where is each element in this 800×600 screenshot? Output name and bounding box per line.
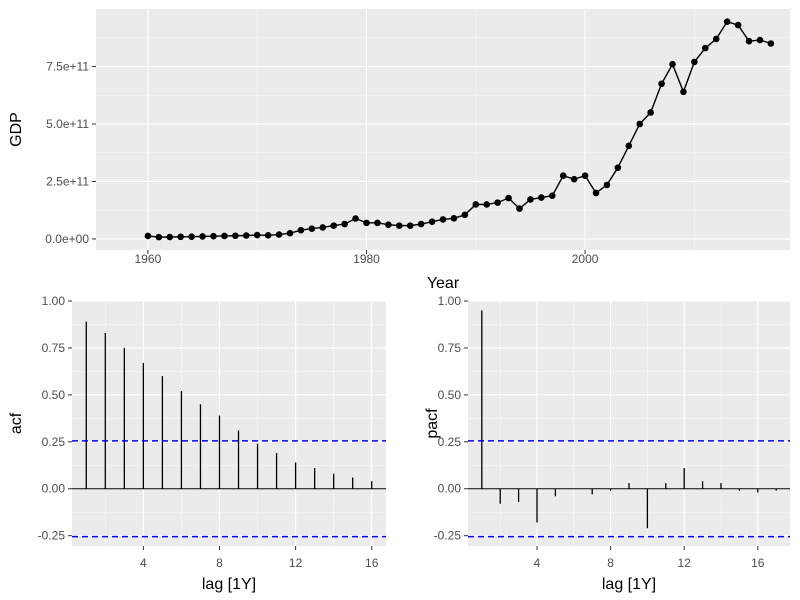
y-tick-label: 2.5e+11 xyxy=(46,174,89,188)
gdp-data-point xyxy=(210,232,217,240)
gdp-data-point xyxy=(199,233,206,240)
x-tick-label: 4 xyxy=(534,556,541,570)
x-axis-title: lag [1Y] xyxy=(602,576,656,593)
panel-background xyxy=(96,9,790,250)
y-tick-label: 0.75 xyxy=(42,341,66,355)
gdp-data-point xyxy=(472,201,480,208)
gdp-data-point xyxy=(319,224,327,231)
gdp-series-line xyxy=(147,20,772,238)
gdp-data-point xyxy=(297,226,305,234)
gdp-data-point xyxy=(516,205,523,212)
y-tick-label: 0.50 xyxy=(42,388,66,402)
gdp-data-point xyxy=(636,120,644,128)
gdp-data-point xyxy=(286,229,294,237)
gdp-data-point xyxy=(734,21,742,29)
gdp-data-point xyxy=(341,220,348,228)
gdp-data-point xyxy=(395,222,403,229)
y-axis-title: acf xyxy=(8,412,25,434)
x-tick-label: 1980 xyxy=(353,252,380,266)
gdp-data-point xyxy=(439,216,447,223)
gdp-data-point xyxy=(680,88,687,96)
x-tick-label: 8 xyxy=(607,556,614,570)
gdp-data-point xyxy=(374,219,381,227)
y-tick-label: 5.0e+11 xyxy=(46,117,89,131)
gdp-data-point xyxy=(188,233,195,240)
gdp-data-point xyxy=(669,60,676,68)
y-tick-label: 0.50 xyxy=(438,388,462,402)
x-tick-label: 12 xyxy=(678,556,692,570)
gdp-data-point xyxy=(614,164,622,171)
y-axis-title: GDP xyxy=(8,112,25,147)
x-axis-title: Year xyxy=(427,275,460,292)
gdp-data-point xyxy=(494,199,501,206)
gdp-data-point xyxy=(538,194,545,201)
gdp-data-point xyxy=(647,109,654,116)
y-tick-label: 0.75 xyxy=(438,341,462,355)
gdp-data-point xyxy=(308,225,316,232)
pacf-chart: -0.25 0.00 0.25 0.50 0.75 1.00 4 8 12 16 lag [1Y] p… xyxy=(424,294,790,593)
gdp-data-point xyxy=(570,175,578,183)
y-tick-label: 1.00 xyxy=(42,294,66,308)
gdp-data-point xyxy=(221,232,228,240)
gdp-data-point xyxy=(592,189,600,197)
y-tick-label: -0.25 xyxy=(38,529,66,543)
gdp-data-point xyxy=(767,40,775,47)
gdp-data-point xyxy=(625,142,633,150)
y-tick-label: 1.00 xyxy=(438,294,462,308)
gdp-data-point xyxy=(756,36,764,44)
gdp-data-point xyxy=(581,172,589,180)
y-tick-label: 0.0e+00 xyxy=(45,232,89,246)
acf-chart: -0.25 0.00 0.25 0.50 0.75 1.00 4 8 12 16 lag [1Y] a… xyxy=(8,294,386,593)
gdp-data-point xyxy=(745,37,753,45)
gdp-data-point xyxy=(548,192,556,200)
gdp-data-point xyxy=(406,222,414,229)
y-tick-label: 0.00 xyxy=(42,482,66,496)
x-axis-title: lag [1Y] xyxy=(202,576,256,593)
gdp-data-point xyxy=(691,58,698,66)
gdp-data-point xyxy=(363,219,370,227)
gdp-data-point xyxy=(144,232,152,240)
gdp-data-point xyxy=(155,233,163,241)
gdp-data-point xyxy=(166,233,174,241)
x-tick-label: 12 xyxy=(289,556,303,570)
gdp-data-point xyxy=(461,211,469,219)
gdp-data-point xyxy=(275,231,283,238)
x-tick-label: 8 xyxy=(216,556,223,570)
y-tick-label: 0.00 xyxy=(438,482,462,496)
gdp-data-point xyxy=(417,220,425,228)
gdp-data-point xyxy=(385,221,392,229)
x-tick-label: 4 xyxy=(140,556,147,570)
gdp-data-point xyxy=(264,231,272,239)
gdp-data-point xyxy=(428,218,436,226)
gdp-data-point xyxy=(723,18,731,25)
gdp-data-point xyxy=(352,215,359,222)
x-tick-label: 1960 xyxy=(135,252,162,266)
x-tick-label: 2000 xyxy=(572,252,599,266)
panel-background xyxy=(468,301,790,546)
gdp-data-point xyxy=(232,232,239,240)
gdp-data-point xyxy=(712,35,720,43)
gdp-data-point xyxy=(483,201,491,208)
gdp-data-point xyxy=(658,80,665,88)
x-tick-label: 16 xyxy=(751,556,765,570)
gdp-data-point xyxy=(177,233,185,241)
gdp-data-point xyxy=(330,222,338,229)
gdp-data-point xyxy=(701,44,709,52)
gdp-line-chart: 0.0e+00 2.5e+11 5.0e+11 7.5e+11 1960 1980 2000… xyxy=(8,9,790,292)
y-axis-title: pacf xyxy=(424,408,441,439)
gdp-data-point xyxy=(242,232,250,239)
gdp-data-point xyxy=(527,196,534,203)
y-tick-label: 7.5e+11 xyxy=(46,59,89,73)
y-tick-label: 0.25 xyxy=(438,435,462,449)
x-tick-label: 16 xyxy=(365,556,379,570)
y-tick-label: -0.25 xyxy=(434,529,462,543)
gdp-data-point xyxy=(253,231,261,239)
y-tick-label: 0.25 xyxy=(42,435,66,449)
gdp-data-point xyxy=(505,194,512,202)
gdp-data-point xyxy=(559,172,567,180)
panel-background xyxy=(72,301,386,546)
gdp-data-point xyxy=(603,181,611,189)
gdp-data-point xyxy=(450,214,458,222)
